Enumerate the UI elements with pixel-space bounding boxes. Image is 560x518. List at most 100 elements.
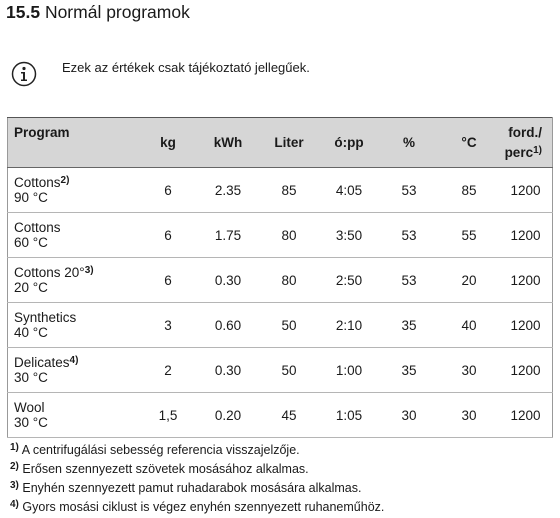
table-cell: 6 — [139, 167, 197, 213]
program-cell: Cottons 20°3) 20 °C — [7, 257, 139, 303]
program-name: Cottons — [14, 175, 61, 190]
table-row: Wool 30 °C 1,5 0.20 45 1:05 30 30 1200 — [7, 392, 553, 438]
footnote-text: A centrifugálási sebesség referencia vis… — [21, 443, 300, 457]
info-icon — [11, 61, 37, 87]
table-row: Cottons2) 90 °C 6 2.35 85 4:05 53 85 1200 — [7, 167, 553, 213]
table-cell: 45 — [259, 392, 319, 438]
program-temp: 30 °C — [14, 370, 48, 385]
table-cell: 35 — [379, 347, 439, 393]
table-cell: 1,5 — [139, 392, 197, 438]
table-cell: 53 — [379, 212, 439, 258]
program-temp: 30 °C — [14, 415, 48, 430]
footnote-mark: 3) — [10, 480, 19, 491]
program-name: Cottons — [14, 220, 61, 235]
table-row: Cottons 20°3) 20 °C 6 0.30 80 2:50 53 20 1200 — [7, 257, 553, 303]
table-cell: 1200 — [499, 347, 553, 393]
table-row: Synthetics 40 °C 3 0.60 50 2:10 35 40 1200 — [7, 302, 553, 348]
table-cell: 85 — [439, 167, 499, 213]
column-header: % — [379, 117, 439, 168]
column-header: kg — [139, 117, 197, 168]
program-name: Cottons 20° — [14, 265, 85, 280]
table-cell: 35 — [379, 302, 439, 348]
table-cell: 1:00 — [319, 347, 379, 393]
footnote-mark: 2) — [10, 461, 19, 472]
program-temp: 40 °C — [14, 325, 48, 340]
table-cell: 0.30 — [197, 347, 259, 393]
section-number: 15.5 — [6, 2, 41, 22]
table-cell: 50 — [259, 347, 319, 393]
info-text: Ezek az értékek csak tájékoztató jellegű… — [62, 60, 310, 75]
column-header: Liter — [259, 117, 319, 168]
table-cell: 1200 — [499, 302, 553, 348]
table-cell: 1200 — [499, 212, 553, 258]
program-cell: Synthetics 40 °C — [7, 302, 139, 348]
program-temp: 20 °C — [14, 280, 48, 295]
table-row: Cottons 60 °C 6 1.75 80 3:50 53 55 1200 — [7, 212, 553, 258]
header-line: perc — [504, 144, 534, 160]
table-cell: 53 — [379, 167, 439, 213]
footnote-ref: 4) — [69, 355, 79, 366]
table-cell: 2.35 — [197, 167, 259, 213]
table-cell: 0.30 — [197, 257, 259, 303]
column-header: Program — [7, 117, 139, 168]
program-cell: Cottons 60 °C — [7, 212, 139, 258]
footnote: 2) Erősen szennyezett szövetek mosásához… — [10, 461, 309, 477]
program-name: Wool — [14, 400, 45, 415]
table-cell: 2 — [139, 347, 197, 393]
program-table: Program kg kWh Liter ó:pp% °C ford./ perc1) Cot… — [7, 117, 553, 438]
table-cell: 2:50 — [319, 257, 379, 303]
table-cell: 50 — [259, 302, 319, 348]
program-temp: 90 °C — [14, 190, 48, 205]
table-cell: 30 — [439, 347, 499, 393]
header-row: Program kg kWh Liter ó:pp% °C ford./ perc1) — [7, 117, 553, 168]
column-header: °C — [439, 117, 499, 168]
column-header: ford./ perc1) — [499, 117, 553, 168]
column-header: ó:pp — [319, 117, 379, 168]
table-cell: 6 — [139, 212, 197, 258]
program-cell: Cottons2) 90 °C — [7, 167, 139, 213]
table-cell: 0.60 — [197, 302, 259, 348]
table-cell: 1.75 — [197, 212, 259, 258]
column-header: kWh — [197, 117, 259, 168]
table-cell: 53 — [379, 257, 439, 303]
footnote-ref: 2) — [60, 175, 70, 186]
footnote-text: Gyors mosási ciklust is végez enyhén sze… — [22, 500, 385, 514]
table-cell: 2:10 — [319, 302, 379, 348]
section-heading: Normál programok — [44, 2, 190, 22]
table-cell: 20 — [439, 257, 499, 303]
table-cell: 0.20 — [197, 392, 259, 438]
table-cell: 3 — [139, 302, 197, 348]
table-cell: 1200 — [499, 257, 553, 303]
program-name: Delicates — [14, 355, 70, 370]
footnote: 4) Gyors mosási ciklust is végez enyhén … — [10, 499, 385, 515]
program-name: Synthetics — [14, 310, 77, 325]
footnote-text: Erősen szennyezett szövetek mosásához al… — [22, 462, 309, 476]
table-row: Delicates4) 30 °C 2 0.30 50 1:00 35 30 1200 — [7, 347, 553, 393]
table-cell: 40 — [439, 302, 499, 348]
table-cell: 1200 — [499, 167, 553, 213]
section-title: 15.5 Normál programok — [6, 2, 190, 23]
footnote-ref: 3) — [84, 265, 94, 276]
footnote: 3) Enyhén szennyezett pamut ruhadarabok … — [10, 480, 362, 496]
footnote-mark: 1) — [10, 442, 19, 453]
table-cell: 1:05 — [319, 392, 379, 438]
table-cell: 55 — [439, 212, 499, 258]
footnote-mark: 4) — [10, 499, 19, 510]
header-line: ford./ — [508, 124, 542, 140]
table-cell: 3:50 — [319, 212, 379, 258]
table-cell: 30 — [379, 392, 439, 438]
table-cell: 4:05 — [319, 167, 379, 213]
program-cell: Delicates4) 30 °C — [7, 347, 139, 393]
footnote: 1) A centrifugálási sebesség referencia … — [10, 442, 300, 458]
table-cell: 80 — [259, 212, 319, 258]
table-cell: 85 — [259, 167, 319, 213]
footnote-ref: 1) — [533, 144, 542, 156]
program-cell: Wool 30 °C — [7, 392, 139, 438]
table-cell: 30 — [439, 392, 499, 438]
table-cell: 1200 — [499, 392, 553, 438]
table-cell: 6 — [139, 257, 197, 303]
table-cell: 80 — [259, 257, 319, 303]
program-temp: 60 °C — [14, 235, 48, 250]
footnote-text: Enyhén szennyezett pamut ruhadarabok mos… — [22, 481, 362, 495]
